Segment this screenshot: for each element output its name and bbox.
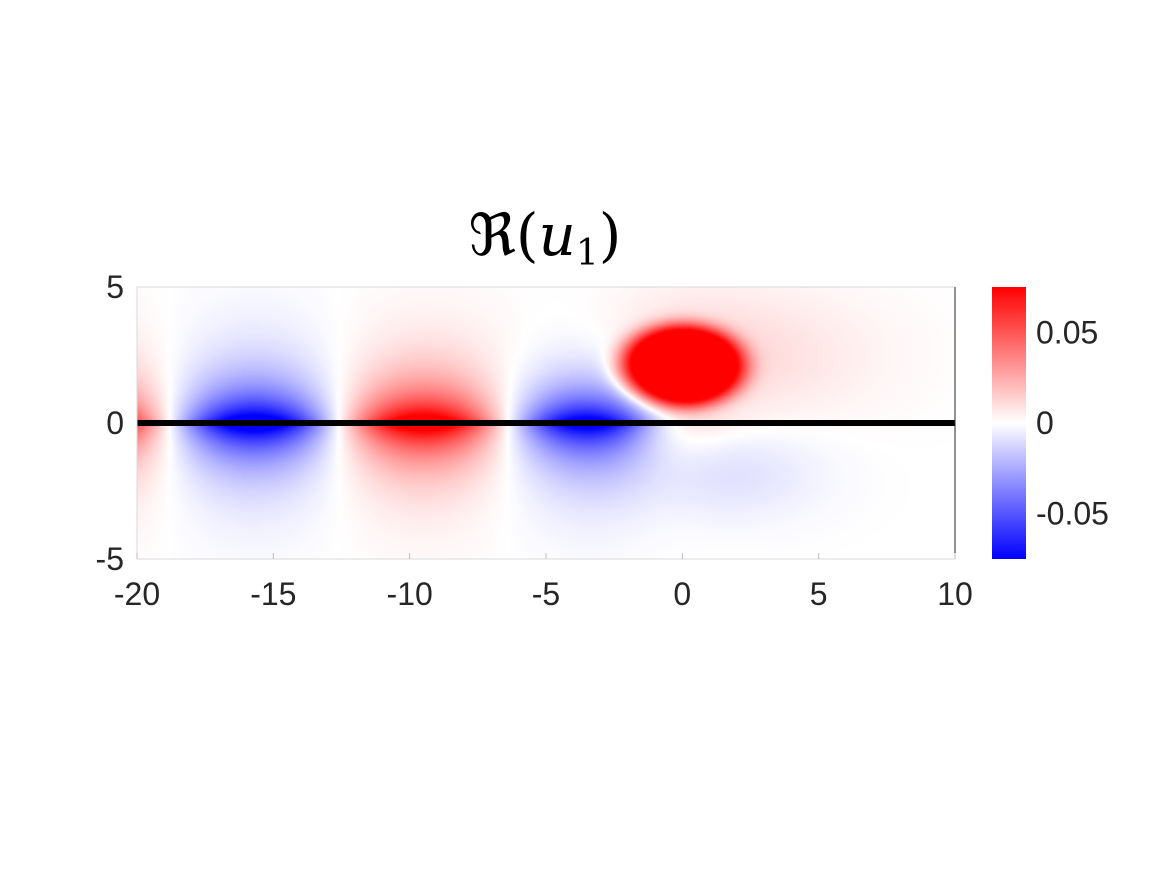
x-tick-label: 5 [810,576,828,612]
title-variable: u [538,201,575,269]
title-subscript: 1 [576,233,599,274]
y-axis-ticks: -5 0 5 [96,269,124,577]
title-open-paren: ( [516,201,539,269]
x-tick-label: -10 [387,576,433,612]
y-tick-label: 5 [106,269,124,305]
plot-area [136,286,956,560]
x-tick-label: 10 [937,576,973,612]
x-tick-label: 0 [673,576,691,612]
colorbar: -0.05 0 0.05 [992,287,1109,559]
x-axis-ticks: -20 -15 -10 -5 0 5 10 [114,553,973,612]
colorbar-tick-label: 0 [1036,405,1054,441]
y-tick-label: 0 [106,405,124,441]
colorbar-tick-label: -0.05 [1036,496,1109,532]
x-tick-label: -20 [114,576,160,612]
x-tick-label: -15 [250,576,296,612]
chart-title: ℜ(u1) [469,201,622,274]
title-operator: ℜ [469,201,516,269]
colorbar-gradient [992,287,1026,559]
colorbar-ticks: -0.05 0 0.05 [1036,314,1109,531]
colorbar-tick-label: 0.05 [1036,314,1098,350]
title-close-paren: ) [599,201,622,269]
y-tick-label: -5 [96,541,124,577]
x-tick-label: -5 [532,576,560,612]
